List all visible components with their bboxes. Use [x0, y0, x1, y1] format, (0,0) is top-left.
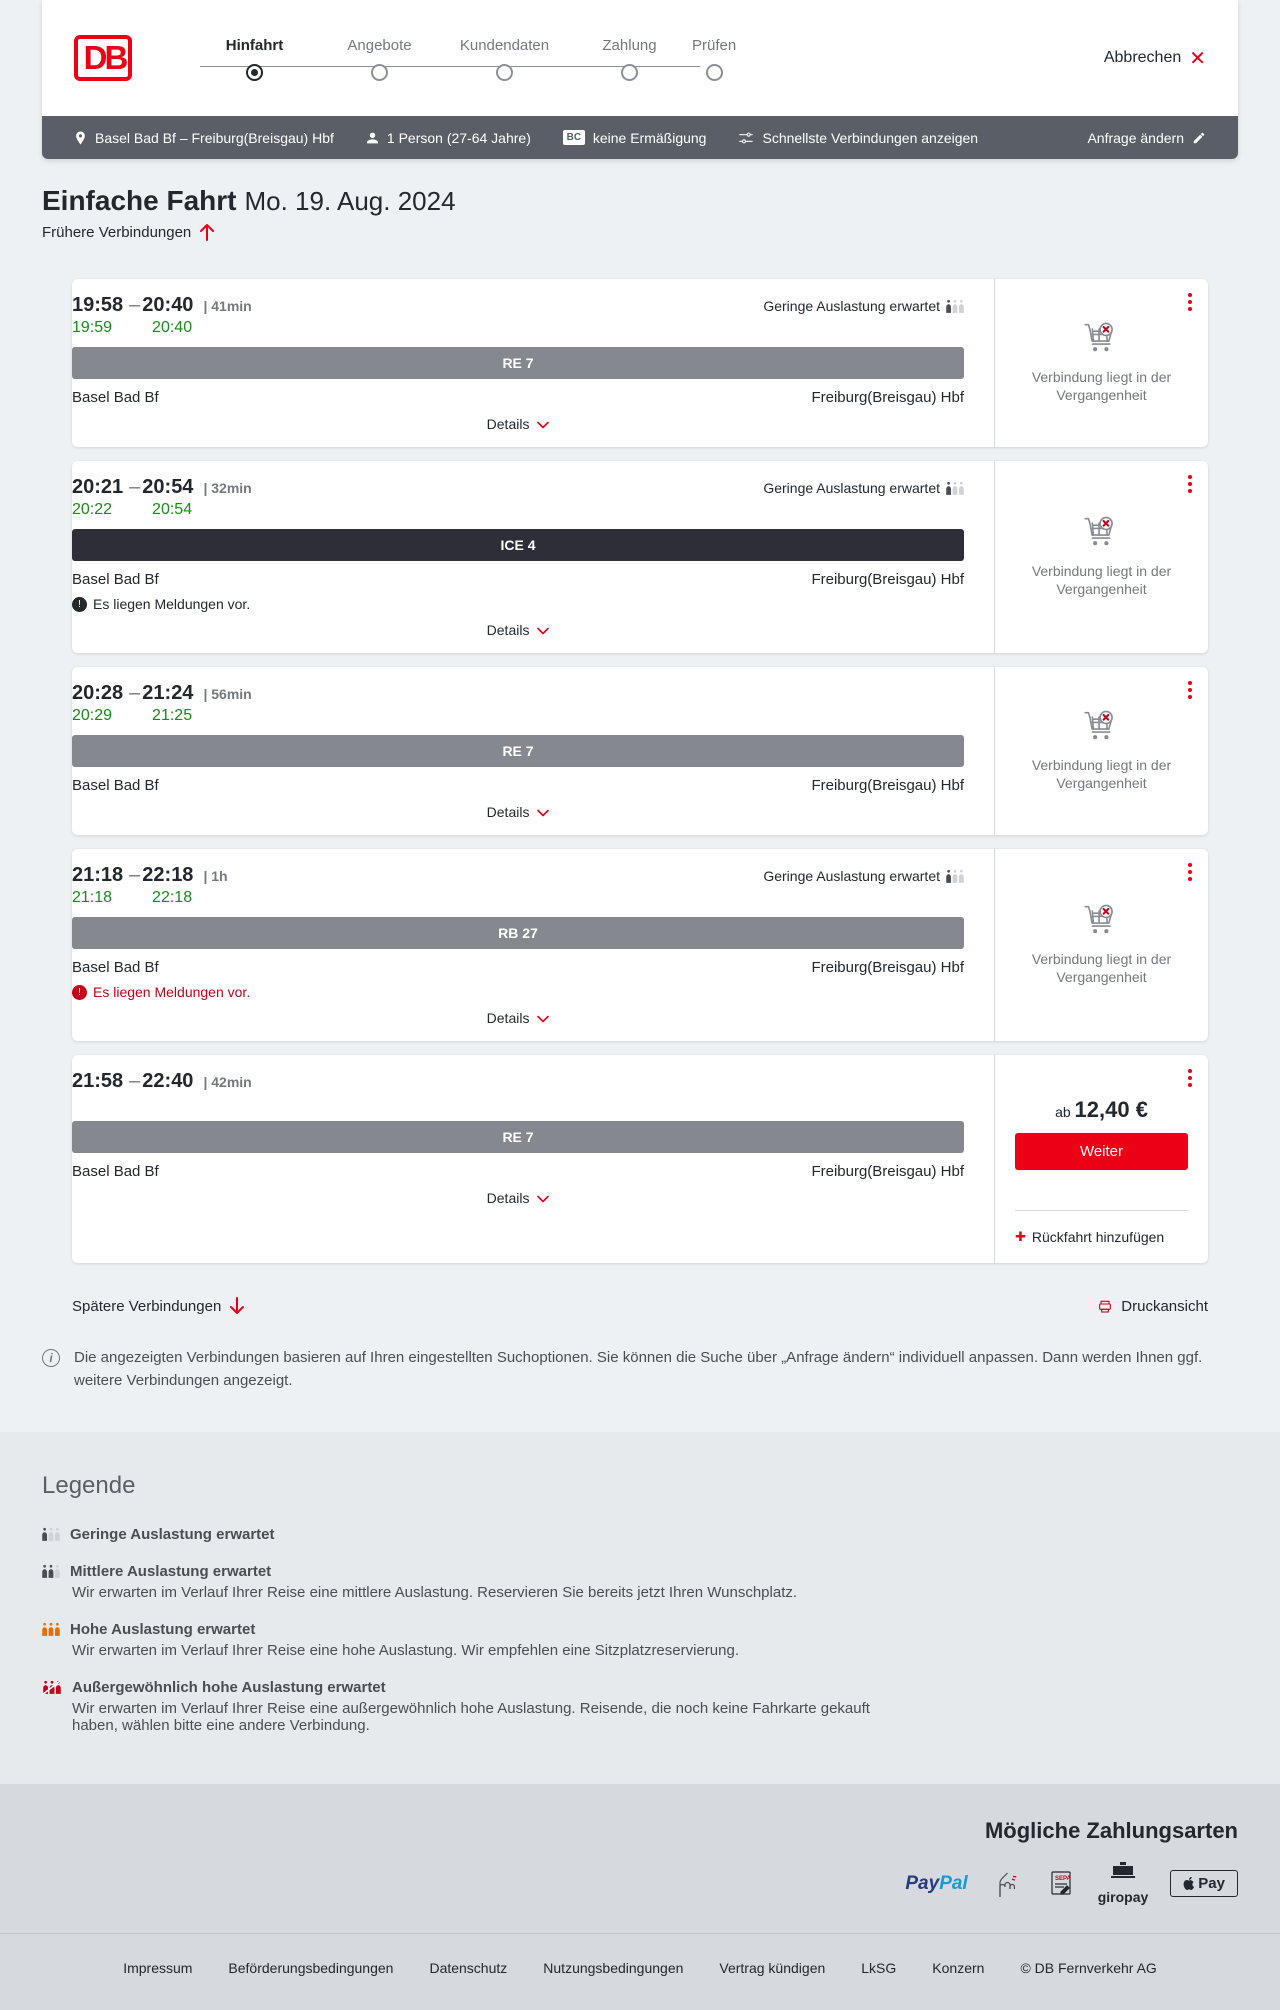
svg-text:SEPA: SEPA	[1055, 1876, 1072, 1882]
